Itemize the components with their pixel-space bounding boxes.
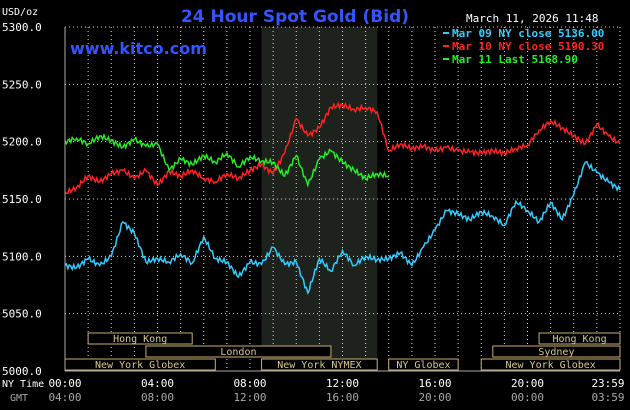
session-label: Hong Kong	[113, 334, 167, 345]
y-tick-label: 5100.0	[2, 250, 42, 263]
session-label: NY Globex	[396, 360, 450, 371]
x-tick-label-ny: 20:00	[511, 377, 544, 390]
x-tick-label-ny: 23:59	[591, 377, 624, 390]
session-label: New York NYMEX	[277, 360, 361, 371]
legend-entry-mar09: Mar 09 NY close 5136.00	[452, 27, 604, 40]
legend-entry-mar10: Mar 10 NY close 5190.30	[452, 40, 604, 53]
series-line-0	[64, 160, 621, 295]
session-label: Hong Kong	[552, 334, 606, 345]
x-tick-label-gmt: 03:59	[591, 391, 624, 404]
session-bar	[492, 345, 621, 358]
y-tick-label: 5250.0	[2, 78, 42, 91]
y-tick-label: 5000.0	[2, 365, 42, 378]
y-tick-label: 5150.0	[2, 193, 42, 206]
session-bar	[145, 345, 332, 358]
y-axis-unit: USD/oz	[2, 7, 38, 18]
x-tick-label-gmt: 00:00	[511, 391, 544, 404]
session-label: New York Globex	[95, 360, 185, 371]
legend: Mar 09 NY close 5136.00 Mar 10 NY close …	[443, 27, 604, 66]
session-bar	[538, 332, 621, 345]
y-tick-label: 5200.0	[2, 136, 42, 149]
x-tick-label-gmt: 12:00	[233, 391, 266, 404]
x-tick-label-gmt: 20:00	[418, 391, 451, 404]
chart-date: March 11, 2026 11:48	[466, 12, 598, 25]
y-tick-label: 5300.0	[2, 21, 42, 34]
x-tick-label-ny: 00:00	[48, 377, 81, 390]
session-bar	[388, 358, 459, 371]
x-tick-label-gmt: 08:00	[141, 391, 174, 404]
x-tick-label-ny: 16:00	[418, 377, 451, 390]
chart-title: 24 Hour Spot Gold (Bid)	[181, 7, 409, 27]
y-tick-label: 5050.0	[2, 308, 42, 321]
legend-swatch-mar09	[443, 32, 449, 34]
x-tick-label-gmt: 16:00	[326, 391, 359, 404]
legend-swatch-mar10	[443, 45, 449, 47]
session-bar	[87, 332, 193, 345]
legend-swatch-mar11	[443, 58, 449, 60]
session-label: Sydney	[538, 347, 574, 358]
x-tick-label-gmt: 04:00	[48, 391, 81, 404]
series-line-2	[64, 132, 390, 188]
x-tick-label-ny: 08:00	[233, 377, 266, 390]
source-url[interactable]: www.kitco.com	[70, 39, 207, 58]
series-line-1	[64, 101, 621, 195]
legend-entry-mar11: Mar 11 Last 5168.90	[452, 53, 578, 66]
x-label-gmt: GMT	[10, 393, 28, 404]
x-tick-label-ny: 04:00	[141, 377, 174, 390]
session-bar	[480, 358, 621, 371]
session-label: London	[220, 347, 256, 358]
x-label-ny-time: NY Time	[2, 379, 44, 390]
session-bar	[261, 358, 378, 371]
session-label: New York Globex	[505, 360, 595, 371]
x-tick-label-ny: 12:00	[326, 377, 359, 390]
